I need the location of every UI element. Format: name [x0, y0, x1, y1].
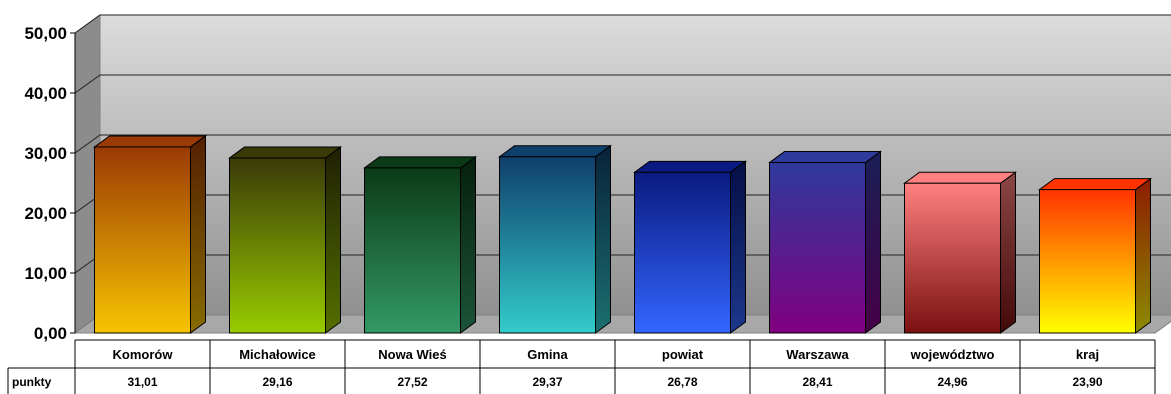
bar-front — [904, 182, 1001, 334]
bar-side-shade — [1000, 172, 1016, 333]
gridline — [74, 134, 1171, 154]
data-label: 28,41 — [802, 375, 832, 389]
bar-top — [902, 171, 1018, 184]
category-label: powiat — [662, 347, 704, 362]
bar-side-shade — [865, 151, 881, 333]
data-label: 27,52 — [397, 375, 427, 389]
bar-front — [94, 146, 191, 334]
bar-top — [362, 156, 478, 169]
data-label: 31,01 — [127, 375, 157, 389]
bar-top — [632, 160, 748, 173]
category-label: województwo — [910, 347, 995, 362]
y-tick-label: 0,00 — [34, 324, 67, 343]
bar-front — [364, 167, 461, 334]
gridline — [74, 74, 1171, 94]
data-table: Komorów 31,01 Michałowice 29,16 Nowa Wieś 27,… — [7, 339, 1156, 394]
bar — [362, 155, 478, 334]
bar — [767, 150, 883, 334]
bar — [632, 160, 748, 334]
bar-top — [1037, 178, 1153, 191]
y-axis: 0,00 10,00 20,00 30,00 40,00 50,00 — [24, 24, 76, 343]
bar-side-shade — [730, 161, 746, 333]
bar-front — [769, 162, 866, 334]
category-label: Michałowice — [239, 347, 316, 362]
series-label: punkty — [12, 375, 52, 389]
bar-side-shade — [325, 147, 341, 333]
y-tick-label: 40,00 — [24, 84, 67, 103]
data-label: 23,90 — [1072, 375, 1102, 389]
y-tick-label: 30,00 — [24, 144, 67, 163]
bar-top — [92, 135, 208, 148]
gridline — [74, 14, 1171, 34]
bar — [902, 171, 1018, 334]
bar-front — [1039, 189, 1136, 334]
data-label: 29,37 — [532, 375, 562, 389]
bar-side-shade — [595, 145, 611, 333]
bars — [92, 134, 1153, 334]
category-label: kraj — [1076, 347, 1099, 362]
bar-top — [767, 151, 883, 164]
category-label: Komorów — [113, 347, 174, 362]
y-tick-label: 20,00 — [24, 204, 67, 223]
bar-top — [227, 146, 343, 159]
bar — [227, 146, 343, 334]
bar — [92, 134, 208, 334]
bar-side-shade — [460, 156, 476, 333]
y-tick-label: 10,00 — [24, 264, 67, 283]
data-label: 26,78 — [667, 375, 697, 389]
bar-front — [229, 157, 326, 334]
bar-side-shade — [190, 135, 206, 333]
bar-front — [634, 171, 731, 334]
bar — [1037, 177, 1153, 334]
category-label: Nowa Wieś — [378, 347, 447, 362]
bar-side-shade — [1135, 178, 1151, 333]
category-label: Gmina — [527, 347, 568, 362]
data-label: 24,96 — [937, 375, 967, 389]
bar-front — [499, 156, 596, 334]
category-label: Warszawa — [786, 347, 849, 362]
bar-top — [497, 145, 613, 158]
data-label: 29,16 — [262, 375, 292, 389]
bar — [497, 144, 613, 334]
y-tick-label: 50,00 — [24, 24, 67, 43]
